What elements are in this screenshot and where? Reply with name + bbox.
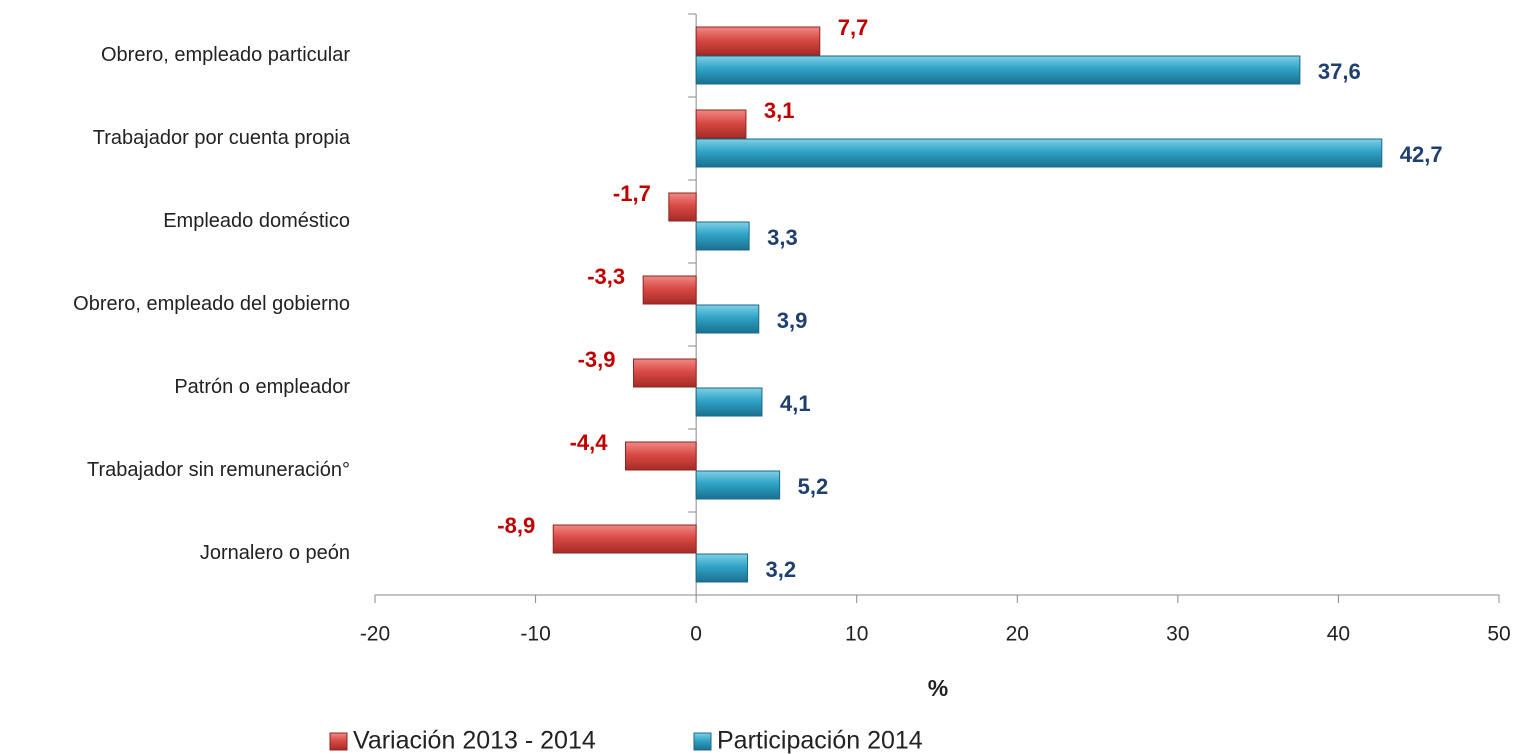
- bar: [695, 109, 747, 139]
- bar: [624, 441, 697, 471]
- legend-label: Participación 2014: [717, 727, 923, 754]
- value-label: 3,9: [777, 308, 808, 333]
- value-label: 7,7: [838, 15, 869, 40]
- x-tick-label: 50: [1487, 623, 1510, 646]
- bar: [552, 524, 697, 554]
- category-label: Trabajador sin remuneración°: [87, 459, 350, 481]
- value-label: -3,9: [578, 347, 616, 372]
- category-label: Jornalero o peón: [200, 542, 350, 564]
- legend-swatch: [693, 732, 712, 751]
- value-label: 4,1: [780, 391, 811, 416]
- bar: [695, 387, 763, 417]
- x-axis-label: %: [928, 675, 948, 701]
- bar: [695, 138, 1383, 168]
- category-label: Empleado doméstico: [163, 210, 350, 232]
- bar: [695, 304, 760, 334]
- bar: [695, 55, 1301, 85]
- bar: [695, 26, 821, 56]
- value-label: 3,2: [766, 557, 797, 582]
- category-label: Obrero, empleado del gobierno: [73, 293, 350, 315]
- value-label: 3,1: [764, 98, 795, 123]
- x-tick-label: 20: [1006, 623, 1029, 646]
- value-label: 3,3: [767, 225, 798, 250]
- x-tick-label: 40: [1327, 623, 1350, 646]
- value-label: 5,2: [798, 474, 829, 499]
- bar: [695, 553, 749, 583]
- bar: [642, 275, 697, 305]
- bar: [633, 358, 697, 388]
- bar: [695, 470, 781, 500]
- legend-swatch: [329, 732, 348, 751]
- value-label: -3,3: [587, 264, 625, 289]
- value-label: -1,7: [613, 181, 651, 206]
- x-tick-label: 0: [690, 623, 702, 646]
- legend-label: Variación 2013 - 2014: [353, 727, 596, 754]
- value-label: 37,6: [1318, 59, 1361, 84]
- category-label: Patrón o empleador: [174, 376, 350, 398]
- x-tick-label: -20: [360, 623, 390, 646]
- value-label: -4,4: [570, 430, 609, 455]
- bar: [668, 192, 697, 222]
- category-label: Obrero, empleado particular: [101, 44, 350, 66]
- x-tick-label: 30: [1166, 623, 1189, 646]
- x-tick-label: -10: [520, 623, 550, 646]
- x-tick-label: 10: [845, 623, 868, 646]
- value-label: -8,9: [497, 513, 535, 538]
- bar: [695, 221, 750, 251]
- value-label: 42,7: [1400, 142, 1443, 167]
- category-label: Trabajador por cuenta propia: [93, 127, 351, 149]
